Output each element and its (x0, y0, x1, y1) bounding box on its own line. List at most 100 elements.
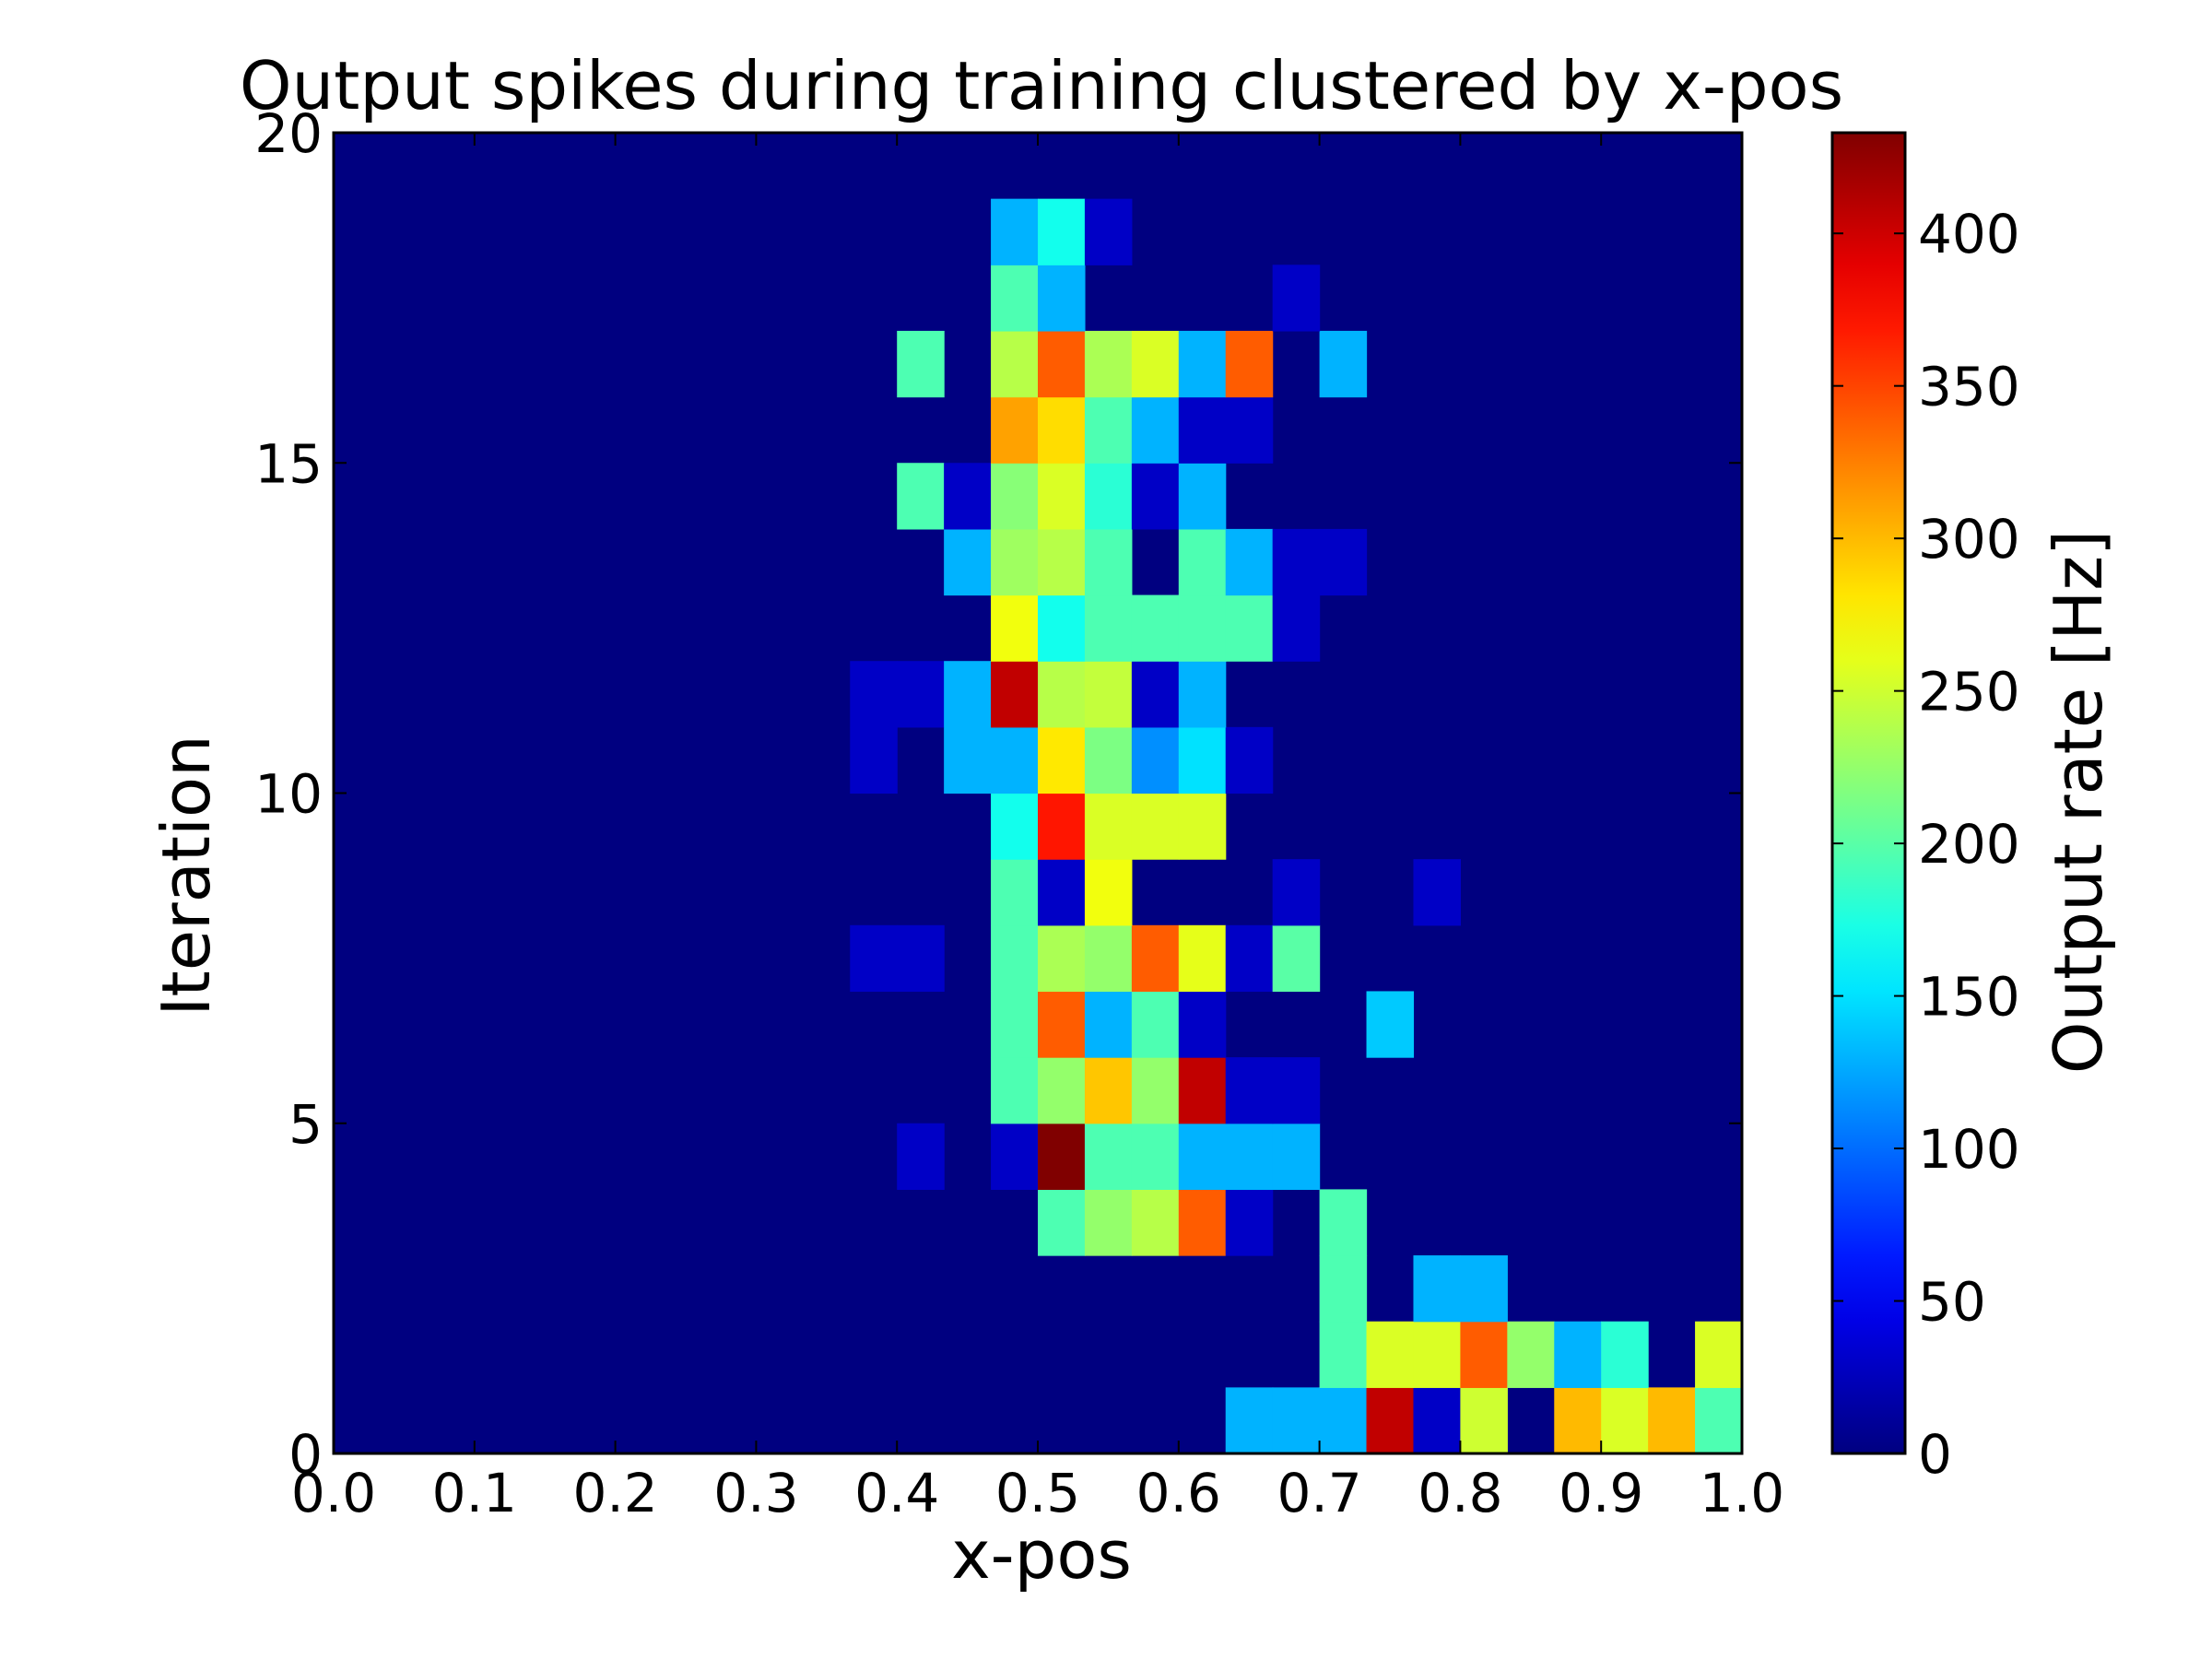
heatmap-cell (1225, 924, 1274, 993)
x-tick-label: 0.3 (713, 1462, 798, 1524)
heatmap-cell (1272, 265, 1321, 332)
heatmap-cell (1507, 1321, 1555, 1388)
heatmap-cell (1084, 1057, 1133, 1124)
heatmap-cell (1272, 1057, 1321, 1124)
heatmap-cell (850, 661, 898, 728)
heatmap-cell (1038, 265, 1086, 332)
heatmap-cell (1084, 726, 1133, 794)
heatmap-cell (1084, 1123, 1133, 1190)
y-tick-label: 20 (254, 102, 323, 165)
heatmap-cell (1131, 594, 1180, 662)
heatmap-cell (1038, 330, 1086, 398)
heatmap-cell (991, 265, 1039, 332)
heatmap-cell (1695, 1321, 1743, 1388)
heatmap-cell (1225, 594, 1274, 662)
heatmap-cell (1131, 396, 1180, 464)
heatmap-cell (991, 1057, 1039, 1124)
heatmap-cell (1178, 1123, 1227, 1190)
heatmap-cell (1038, 924, 1086, 993)
heatmap-cell (1554, 1321, 1602, 1388)
heatmap-cell (1131, 661, 1180, 728)
heatmap-cell (991, 859, 1039, 926)
heatmap-cell (1131, 1123, 1180, 1190)
heatmap-cell (1319, 1321, 1368, 1388)
heatmap-cell (991, 726, 1039, 794)
colorbar-tick-label: 100 (1918, 1118, 2020, 1181)
heatmap-cell (1272, 859, 1321, 926)
x-axis-ticks: 0.0 0.1 0.2 0.3 0.4 0.5 0.6 0.7 0.8 0.9 1.0 (291, 133, 1784, 1524)
heatmap-cell (1460, 1387, 1508, 1454)
heatmap-cell (1131, 991, 1180, 1058)
heatmap-cell (1084, 793, 1133, 860)
colorbar: 0 50 100 150 200 250 300 350 400 (1830, 131, 2020, 1486)
heatmap-cell (991, 594, 1039, 662)
heatmap-cell (1601, 1321, 1649, 1388)
x-tick-label: 0.9 (1559, 1462, 1643, 1524)
heatmap-cell (850, 726, 898, 794)
heatmap-cell (991, 463, 1039, 530)
heatmap-cell (1038, 396, 1086, 464)
x-tick-label: 0.2 (572, 1462, 657, 1524)
colorbar-tick-label: 250 (1918, 661, 2020, 724)
x-tick-label: 0.6 (1136, 1462, 1221, 1524)
heatmap-cell (897, 463, 945, 530)
colorbar-tick-label: 50 (1918, 1271, 1986, 1334)
heatmap-cell (1038, 859, 1086, 926)
heatmap-cell (991, 198, 1039, 265)
heatmap-cell (1178, 661, 1227, 728)
x-tick-label: 0.1 (432, 1462, 517, 1524)
heatmap-cell (1131, 330, 1180, 398)
heatmap-cell (1413, 1321, 1461, 1388)
heatmap-cell (1648, 1387, 1696, 1454)
heatmap-cell (1178, 528, 1227, 596)
heatmap-cell (1413, 1387, 1461, 1454)
heatmap-cell (1225, 396, 1274, 464)
colorbar-tick-label: 200 (1918, 813, 2020, 876)
heatmap-cell (1319, 330, 1368, 398)
heatmap-cell (1366, 1321, 1415, 1388)
heatmap-cell (1225, 1123, 1274, 1190)
y-axis-ticks: 0 5 10 15 20 (254, 102, 1742, 1486)
heatmap-cell (1554, 1387, 1602, 1454)
heatmap-cell (1084, 463, 1133, 530)
heatmap-cell (1131, 463, 1180, 530)
heatmap-cell (1084, 330, 1133, 398)
x-tick-label: 0.0 (291, 1462, 376, 1524)
heatmap-cell (1038, 991, 1086, 1058)
heatmap-cell (1178, 726, 1227, 794)
heatmap-cell (991, 330, 1039, 398)
heatmap-cell (944, 463, 992, 530)
heatmap-cell (1178, 1189, 1227, 1256)
heatmap-cell (1084, 924, 1133, 993)
colorbar-tick-label: 350 (1918, 356, 2020, 418)
heatmap-cell (1131, 924, 1180, 993)
heatmap-cell (1178, 1057, 1227, 1124)
heatmap-cell (944, 528, 992, 596)
heatmap-cell (1038, 726, 1086, 794)
colorbar-frame (1830, 131, 1907, 1455)
y-axis-label: Iteration (147, 735, 225, 1016)
colorbar-tick-label: 400 (1918, 203, 2020, 265)
heatmap-cell (1178, 991, 1227, 1058)
heatmap-cell (1084, 991, 1133, 1058)
heatmap-cell (1460, 1321, 1508, 1388)
heatmap-cell (1272, 594, 1321, 662)
heatmap-cell (897, 924, 945, 993)
x-tick-label: 1.0 (1700, 1462, 1784, 1524)
heatmap-cell (1272, 528, 1321, 596)
y-tick-label: 15 (254, 432, 323, 495)
heatmap-cell (1225, 1057, 1274, 1124)
heatmap-cell (1038, 594, 1086, 662)
heatmap-cell (1038, 198, 1086, 265)
heatmap-cell (1084, 396, 1133, 464)
colorbar-gradient (1832, 133, 1905, 1453)
heatmap-cell (1272, 1387, 1321, 1454)
heatmap-cell (1319, 1255, 1368, 1323)
heatmap-cell (1131, 793, 1180, 860)
heatmap-cell (991, 1123, 1039, 1190)
colorbar-label: Output rate [Hz] (2040, 530, 2117, 1074)
heatmap-cell (1178, 793, 1227, 860)
heatmap-cell (1084, 859, 1133, 926)
heatmap-cell (1038, 1189, 1086, 1256)
